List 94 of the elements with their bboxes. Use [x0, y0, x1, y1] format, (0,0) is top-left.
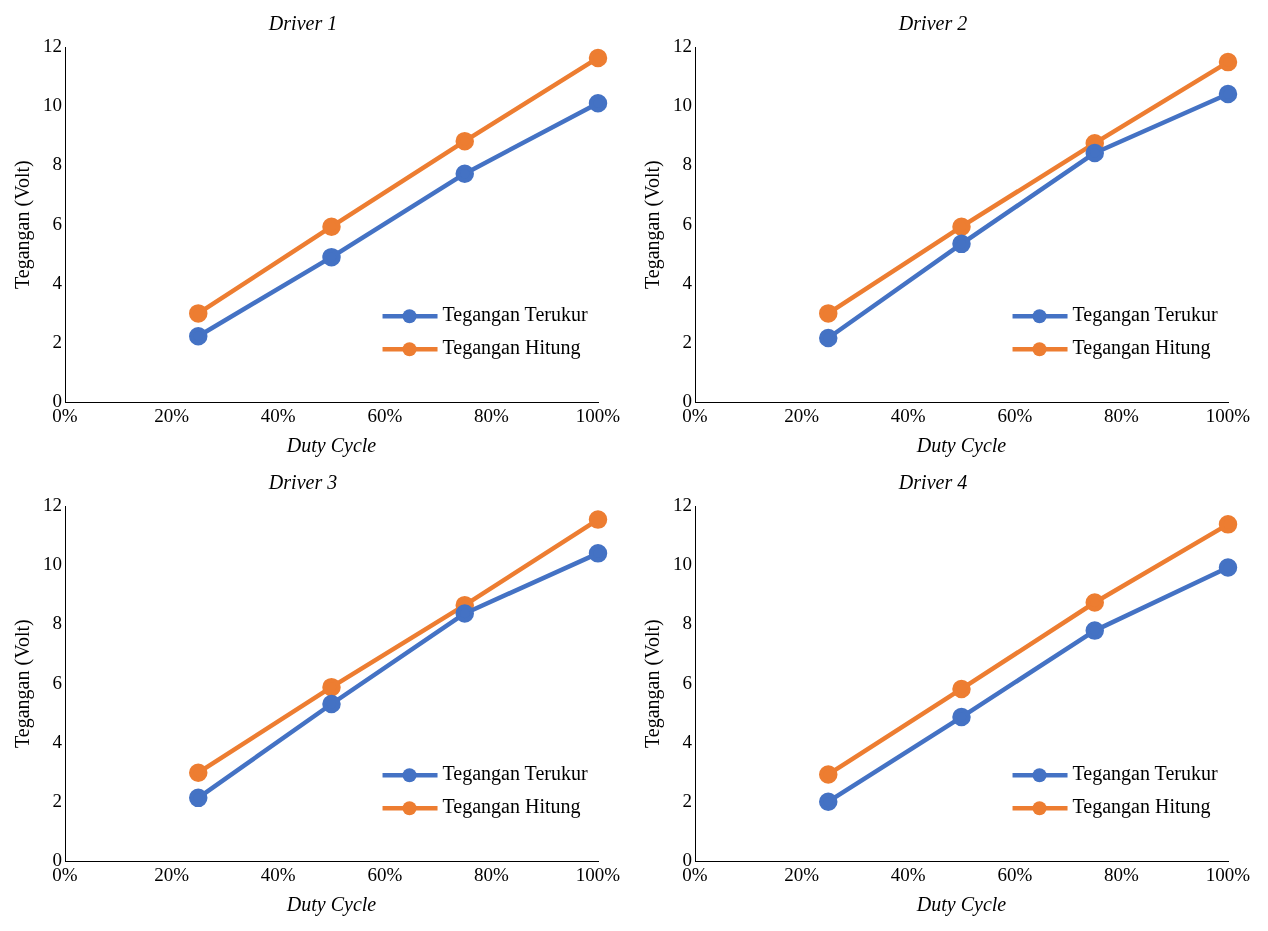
x-tick-label: 80%: [1103, 863, 1139, 885]
legend-label: Tegangan Hitung: [1072, 336, 1211, 360]
point: [189, 304, 208, 323]
x-axis-title: Duty Cycle: [915, 893, 1007, 917]
y-tick-label: 10: [43, 94, 62, 116]
x-tick-label: 60%: [367, 404, 403, 426]
point: [588, 510, 608, 529]
point: [322, 217, 341, 236]
y-tick-label: 8: [682, 612, 692, 634]
x-tick-label: 40%: [260, 404, 296, 426]
x-tick-label: 20%: [784, 863, 820, 885]
y-axis-title: Tegangan (Volt): [641, 619, 665, 748]
y-tick-label: 10: [673, 553, 692, 575]
point: [1218, 515, 1238, 534]
point: [1085, 621, 1104, 640]
point: [1218, 52, 1238, 72]
y-tick-label: 12: [673, 34, 692, 56]
y-tick-label: 4: [682, 271, 693, 293]
y-tick-label: 2: [52, 789, 62, 811]
y-tick-label: 12: [43, 493, 62, 515]
x-tick-label: 40%: [890, 404, 926, 426]
y-tick-label: 2: [682, 330, 692, 352]
point: [1085, 593, 1104, 612]
point: [322, 694, 341, 714]
x-tick-label: 40%: [890, 863, 926, 885]
y-tick-label: 12: [43, 34, 62, 56]
x-tick-label: 80%: [473, 863, 509, 885]
point: [588, 544, 608, 563]
y-axis-title: Tegangan (Volt): [641, 160, 665, 289]
point: [1085, 143, 1104, 163]
chart-title: Driver 1: [267, 12, 338, 35]
y-tick-label: 8: [52, 612, 62, 634]
y-tick-label: 6: [52, 671, 62, 693]
chart-title: Driver 4: [897, 471, 968, 494]
point: [952, 707, 971, 727]
point: [455, 131, 474, 151]
x-tick-label: 20%: [784, 404, 820, 426]
x-tick-label: 100%: [575, 404, 621, 426]
point: [189, 788, 208, 808]
point: [819, 328, 838, 348]
chart-title: Driver 2: [897, 12, 968, 35]
x-axis-title: Duty Cycle: [285, 893, 377, 917]
y-tick-label: 6: [52, 212, 62, 234]
x-tick-label: 60%: [997, 863, 1033, 885]
legend-label: Tegangan Terukur: [1072, 303, 1218, 327]
chart-title: Driver 3: [267, 471, 338, 494]
x-tick-label: 60%: [997, 404, 1033, 426]
x-tick-label: 20%: [154, 863, 190, 885]
point: [819, 765, 838, 784]
point: [1218, 558, 1238, 577]
point: [322, 247, 341, 267]
y-tick-label: 6: [682, 671, 692, 693]
x-tick-label: 40%: [260, 863, 296, 885]
y-tick-label: 4: [682, 730, 693, 752]
point: [588, 48, 608, 68]
point: [588, 93, 608, 113]
y-tick-label: 8: [682, 153, 692, 175]
y-tick-label: 4: [52, 730, 63, 752]
legend-label: Tegangan Hitung: [442, 795, 581, 819]
point: [819, 304, 838, 323]
legend-label: Tegangan Terukur: [442, 303, 588, 327]
point: [189, 763, 208, 782]
x-axis-title: Duty Cycle: [915, 434, 1007, 458]
legend-label: Tegangan Terukur: [442, 762, 588, 786]
y-tick-label: 12: [673, 493, 692, 515]
y-tick-label: 8: [52, 153, 62, 175]
x-tick-label: 20%: [154, 404, 190, 426]
x-axis-title: Duty Cycle: [285, 434, 377, 458]
y-axis-title: Tegangan (Volt): [11, 160, 35, 289]
x-tick-label: 60%: [367, 863, 403, 885]
legend-label: Tegangan Hitung: [442, 336, 581, 360]
y-tick-label: 2: [52, 330, 62, 352]
point: [952, 679, 971, 699]
y-axis-title: Tegangan (Volt): [11, 619, 35, 748]
y-tick-label: 4: [52, 271, 63, 293]
x-tick-label: 100%: [1205, 863, 1251, 885]
point: [819, 792, 838, 811]
legend-label: Tegangan Hitung: [1072, 795, 1211, 819]
point: [952, 217, 971, 236]
x-tick-label: 100%: [1205, 404, 1251, 426]
y-tick-label: 10: [673, 94, 692, 116]
y-tick-label: 10: [43, 553, 62, 575]
x-tick-label: 100%: [575, 863, 621, 885]
point: [952, 234, 971, 254]
y-tick-label: 2: [682, 789, 692, 811]
x-tick-label: 80%: [473, 404, 509, 426]
point: [455, 604, 474, 623]
point: [455, 164, 474, 183]
x-tick-label: 80%: [1103, 404, 1139, 426]
point: [1218, 84, 1238, 104]
legend-label: Tegangan Terukur: [1072, 762, 1218, 786]
point: [322, 677, 341, 697]
point: [189, 326, 208, 346]
y-tick-label: 6: [682, 212, 692, 234]
